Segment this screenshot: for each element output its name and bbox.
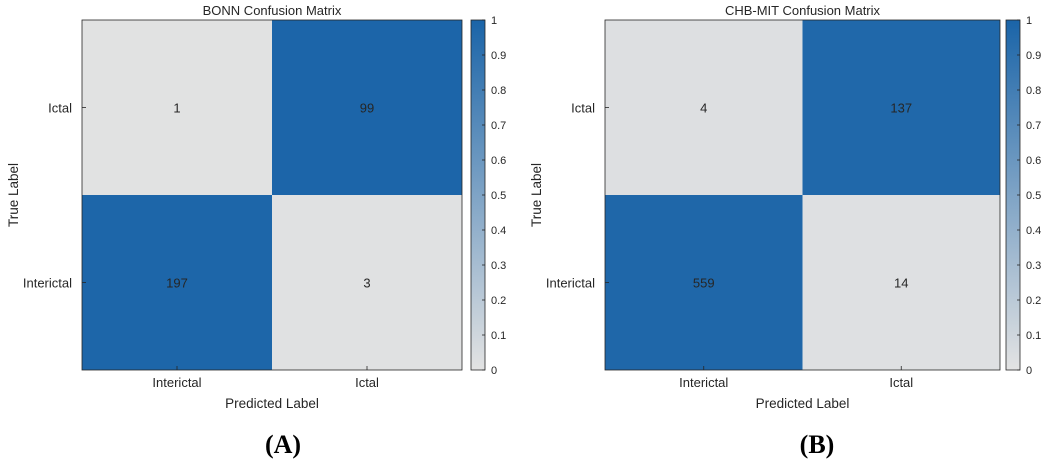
colorbar-tick-label: 0.8 <box>491 85 506 97</box>
plot-frame <box>81 19 463 371</box>
cell-count: 137 <box>890 101 912 116</box>
colorbar-tick-label: 1 <box>491 15 497 27</box>
matrix-cell <box>802 20 1000 195</box>
matrix-cell <box>802 195 1000 370</box>
matrix-cell <box>272 20 462 195</box>
panel-label: (A) <box>265 430 301 459</box>
colorbar-tick-label: 0 <box>1026 365 1032 377</box>
colorbar-tick-label: 0.5 <box>491 190 506 202</box>
matrix-cell <box>605 195 803 370</box>
colorbar-tick-label: 0.3 <box>1026 260 1041 272</box>
matrix-cell <box>82 20 272 195</box>
x-tick-label: Interictal <box>679 375 728 390</box>
y-tick-label: Ictal <box>571 101 595 116</box>
colorbar-tick-label: 0.9 <box>491 50 506 62</box>
colorbar-tick-label: 0.2 <box>1026 295 1041 307</box>
matrix-cell <box>82 195 272 370</box>
chart-title: CHB-MIT Confusion Matrix <box>725 3 881 18</box>
chart-title: BONN Confusion Matrix <box>203 3 342 18</box>
cell-count: 197 <box>166 276 188 291</box>
panel-b: 4 137 559 14 CHB-MIT Confusion Matrix Interic… <box>529 3 1041 459</box>
y-tick-label: Interictal <box>23 276 72 291</box>
y-axis-label: True Label <box>6 163 21 227</box>
colorbar-tick-label: 0.4 <box>1026 225 1041 237</box>
colorbar-tick-label: 0.6 <box>491 155 506 167</box>
colorbar-tick-label: 0.1 <box>491 330 506 342</box>
x-axis-label: Predicted Label <box>756 396 850 411</box>
colorbar-tick-label: 0 <box>491 365 497 377</box>
y-tick-label: Interictal <box>546 276 595 291</box>
colorbar-tick-label: 0.1 <box>1026 330 1041 342</box>
matrix-cell <box>605 20 803 195</box>
matrix-cell <box>272 195 462 370</box>
colorbar-tick-label: 0.8 <box>1026 85 1041 97</box>
y-tick-label: Ictal <box>48 101 72 116</box>
y-axis-label: True Label <box>529 163 544 227</box>
x-tick-label: Ictal <box>889 375 913 390</box>
plot-frame <box>604 19 1001 371</box>
cell-count: 14 <box>894 276 908 291</box>
x-tick-label: Ictal <box>355 375 379 390</box>
colorbar-tick-label: 0.2 <box>491 295 506 307</box>
colorbar-tick-label: 0.5 <box>1026 190 1041 202</box>
cell-count: 559 <box>693 276 715 291</box>
panel-label: (B) <box>800 430 835 459</box>
colorbar-tick-label: 0.7 <box>491 120 506 132</box>
colorbar-tick-label: 0.7 <box>1026 120 1041 132</box>
cell-count: 1 <box>173 101 180 116</box>
colorbar-tick-label: 0.9 <box>1026 50 1041 62</box>
cell-count: 4 <box>700 101 707 116</box>
colorbar-tick-label: 0.3 <box>491 260 506 272</box>
panel-a: 1 99 197 3 BONN Confusion Matrix Interictal Ic… <box>6 3 506 459</box>
colorbar-tick-label: 0.6 <box>1026 155 1041 167</box>
cell-count: 99 <box>360 101 374 116</box>
colorbar-tick-label: 0.4 <box>491 225 506 237</box>
colorbar-tick-label: 1 <box>1026 15 1032 27</box>
x-tick-label: Interictal <box>152 375 201 390</box>
cell-count: 3 <box>363 276 370 291</box>
x-axis-label: Predicted Label <box>225 396 319 411</box>
